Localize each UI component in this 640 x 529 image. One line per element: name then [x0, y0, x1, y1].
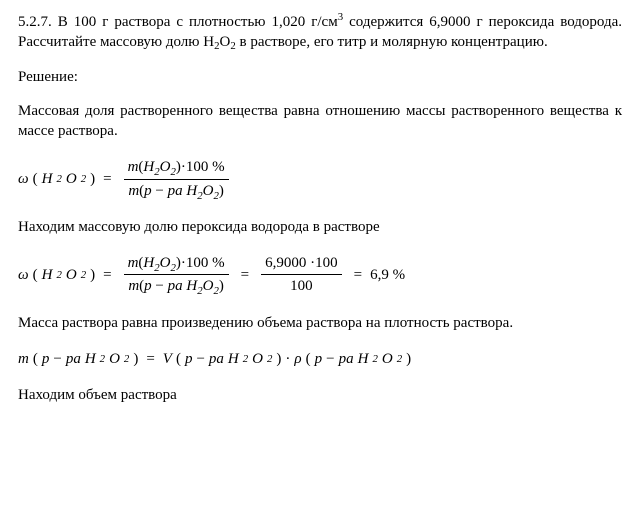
p3: p: [315, 349, 323, 369]
equals-sign-2: =: [103, 265, 111, 285]
h: H: [186, 183, 197, 199]
para-mass-volume-density: Масса раствора равна произведению объема…: [18, 313, 622, 333]
equals-sign: =: [103, 169, 111, 189]
h2: H: [228, 349, 239, 369]
open2: (: [176, 349, 181, 369]
ra: ра: [168, 183, 187, 199]
h1: H: [85, 349, 96, 369]
o: O: [160, 159, 171, 175]
denominator-1: m(p − ра H2O2): [124, 180, 228, 201]
p2: p: [185, 349, 193, 369]
o3: O: [382, 349, 393, 369]
h2o2-sub-2: 2: [230, 40, 235, 52]
m-sym: m: [128, 159, 139, 175]
close: ): [219, 183, 224, 199]
dash: −: [152, 183, 168, 199]
ra3: ра: [339, 349, 354, 369]
dash1: −: [53, 349, 61, 369]
formula-mass-fraction-def: ω(H2O2) = m(H2O2)·100 % m(p − ра H2O2): [18, 157, 622, 201]
open: (: [33, 265, 38, 285]
o: O: [203, 278, 214, 294]
v-sym: V: [163, 349, 172, 369]
dash3: −: [326, 349, 334, 369]
h: H: [186, 278, 197, 294]
solution-label: Решение:: [18, 67, 622, 87]
hundred: 100 %: [186, 255, 225, 271]
open-paren: (: [33, 169, 38, 189]
o1: O: [109, 349, 120, 369]
fraction-2b: 6,9000 ·100 100: [261, 253, 342, 297]
omega-symbol-2: ω: [18, 265, 29, 285]
problem-number: 5.2.7.: [18, 14, 52, 30]
formula-mass-eq-vol-density: m(p − ра H2O2) = V(p − ра H2O2) · ρ(p − …: [18, 349, 622, 369]
result-value: 6,9 %: [370, 265, 405, 285]
o: O: [66, 265, 77, 285]
hundred: 100 %: [186, 159, 225, 175]
omega-symbol: ω: [18, 169, 29, 189]
m: m: [128, 278, 139, 294]
h: H: [143, 159, 154, 175]
m: m: [18, 349, 29, 369]
para-find-volume: Находим объем раствора: [18, 385, 622, 405]
denominator-2a: m(p − ра H2O2): [124, 275, 228, 296]
ra: ра: [168, 278, 187, 294]
close: ): [219, 278, 224, 294]
para-mass-fraction-def: Массовая доля растворенного вещества рав…: [18, 101, 622, 142]
close1: ): [133, 349, 138, 369]
para-find-mass-fraction: Находим массовую долю пероксида водорода…: [18, 217, 622, 237]
p: p: [144, 278, 152, 294]
p1: p: [42, 349, 50, 369]
formula-mass-fraction-calc: ω(H2O2) = m(H2O2)·100 % m(p − ра H2O2) =…: [18, 253, 622, 297]
equals-sign-3: =: [241, 265, 249, 285]
open1: (: [33, 349, 38, 369]
h3: H: [358, 349, 369, 369]
close: ): [90, 265, 95, 285]
open3: (: [306, 349, 311, 369]
fraction-1: m(H2O2)·100 % m(p − ра H2O2): [124, 157, 229, 201]
m: m: [128, 183, 139, 199]
dot-sym: ·: [285, 349, 290, 369]
equals-sign-5: =: [146, 349, 154, 369]
h: H: [42, 265, 53, 285]
problem-text-1: В 100 г раствора с плотностью 1,020 г/см: [58, 14, 338, 30]
dash2: −: [196, 349, 204, 369]
close-paren: ): [90, 169, 95, 189]
ra2: ра: [209, 349, 224, 369]
fraction-2a: m(H2O2)·100 % m(p − ра H2O2): [124, 253, 229, 297]
o: O: [203, 183, 214, 199]
o-text: O: [219, 34, 230, 50]
h: H: [143, 255, 154, 271]
ra1: ра: [66, 349, 81, 369]
o2: O: [252, 349, 263, 369]
numerator-2a: m(H2O2)·100 %: [124, 253, 229, 275]
h-symbol: H: [42, 169, 53, 189]
dash: −: [152, 278, 168, 294]
problem-statement: 5.2.7. В 100 г раствора с плотностью 1,0…: [18, 12, 622, 53]
equals-sign-4: =: [354, 265, 362, 285]
h2o2-sub-1: 2: [214, 40, 219, 52]
o: O: [160, 255, 171, 271]
p: p: [144, 183, 152, 199]
denominator-2b: 100: [286, 275, 317, 296]
numerator-2b: 6,9000 ·100: [261, 253, 342, 275]
rho-sym: ρ: [294, 349, 301, 369]
o-symbol: O: [66, 169, 77, 189]
close2: ): [276, 349, 281, 369]
numerator-1: m(H2O2)·100 %: [124, 157, 229, 179]
close3: ): [406, 349, 411, 369]
problem-text-3: в растворе, его титр и молярную концентр…: [236, 34, 548, 50]
m: m: [128, 255, 139, 271]
